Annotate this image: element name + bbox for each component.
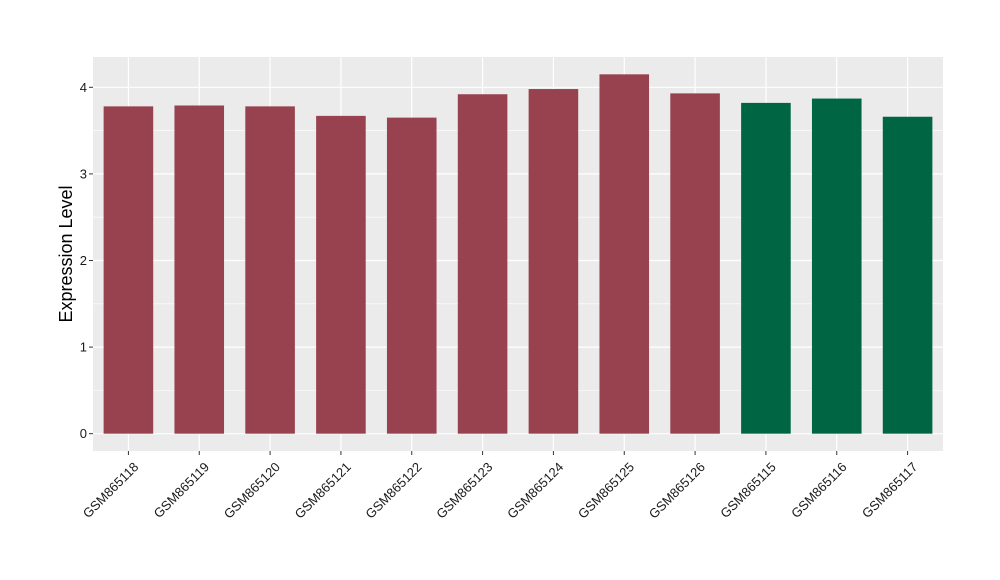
bar-GSM865126 <box>670 93 720 434</box>
x-tick-label: GSM865124 <box>504 459 566 521</box>
minor-gridlines <box>93 130 943 391</box>
bar-GSM865120 <box>245 106 295 434</box>
bar-GSM865123 <box>457 94 508 434</box>
y-tick-label: 3 <box>80 166 87 181</box>
x-tick-label: GSM865116 <box>788 459 850 521</box>
bar-GSM865119 <box>174 105 225 434</box>
bar-GSM865124 <box>528 89 579 434</box>
bar-GSM865121 <box>316 115 366 434</box>
y-tick-label: 0 <box>80 426 87 441</box>
y-axis: 0 1 2 3 4 <box>80 80 93 441</box>
bar-GSM865116 <box>811 98 862 434</box>
x-tick-label: GSM865126 <box>646 459 708 521</box>
bar-GSM865125 <box>599 74 650 434</box>
x-tick-label: GSM865121 <box>292 459 354 521</box>
bar-GSM865117 <box>882 116 933 434</box>
x-tick-label: GSM865118 <box>80 459 142 521</box>
plot-panel <box>93 57 943 451</box>
x-tick-label: GSM865120 <box>221 459 283 521</box>
bars <box>103 74 933 434</box>
y-tick-label: 1 <box>80 340 87 355</box>
x-tick-label: GSM865115 <box>717 459 779 521</box>
bar-GSM865122 <box>386 117 437 434</box>
x-tick-label: GSM865117 <box>859 459 921 521</box>
x-axis: GSM865118 GSM865119 GSM865120 GSM865121 GSM8… <box>80 451 921 522</box>
x-tick-label: GSM865119 <box>151 459 213 521</box>
y-tick-label: 4 <box>80 80 87 95</box>
y-axis-title: Expression Level <box>56 185 76 322</box>
bar-GSM865115 <box>741 102 791 434</box>
x-tick-label: GSM865125 <box>575 459 637 521</box>
x-tick-label: GSM865122 <box>362 459 424 521</box>
x-tick-label: GSM865123 <box>433 459 495 521</box>
bar-GSM865118 <box>103 106 154 434</box>
y-tick-label: 2 <box>80 253 87 268</box>
